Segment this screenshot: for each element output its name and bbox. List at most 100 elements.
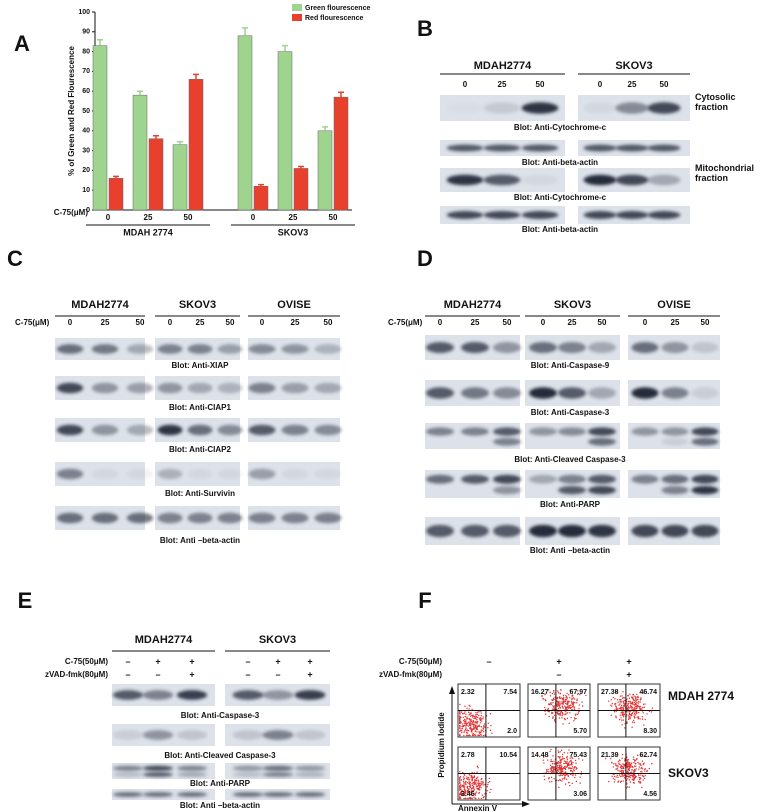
dot [619, 714, 621, 716]
blot-band [661, 524, 689, 538]
dot [643, 777, 646, 779]
dot [476, 728, 478, 731]
dot [463, 774, 465, 776]
dot [478, 786, 480, 789]
dot [469, 705, 471, 708]
blot-band [558, 474, 586, 484]
dot [480, 786, 482, 789]
error-bar [193, 73, 199, 80]
dot [548, 710, 550, 713]
quadrant-value: 16.27 [531, 689, 549, 696]
dot [465, 732, 468, 734]
dot [574, 718, 576, 720]
fraction-label: Cytosolic fraction [695, 92, 736, 113]
blot-band [691, 342, 719, 353]
dot [472, 719, 474, 722]
dot [558, 767, 560, 769]
group-label: SKOV3 [278, 227, 309, 237]
bar [148, 138, 164, 211]
dot [459, 778, 461, 780]
dot [641, 771, 643, 773]
treatment-label: zVAD-fmk(80μM) [379, 670, 442, 679]
dot [474, 723, 476, 726]
dot [627, 694, 629, 697]
dot [549, 768, 551, 770]
treatment-sign: + [626, 669, 631, 679]
blot-band [426, 427, 454, 436]
dot [541, 695, 543, 697]
dot [472, 781, 475, 784]
blot-band [157, 468, 183, 480]
dot [619, 698, 621, 701]
dot [639, 718, 641, 720]
dot [561, 780, 563, 782]
dot [474, 717, 477, 720]
dot [482, 784, 484, 786]
dot [633, 714, 635, 716]
dot [621, 774, 623, 776]
dot [552, 699, 554, 701]
treatment-sign: + [307, 669, 312, 679]
dot [476, 718, 478, 721]
dot [471, 787, 474, 789]
dot [569, 785, 571, 787]
dot [480, 715, 483, 717]
dot [640, 770, 642, 773]
dot [467, 717, 469, 720]
dot [470, 794, 472, 796]
dot [544, 693, 546, 696]
dot [480, 784, 482, 787]
blot-band [661, 342, 689, 353]
dot [471, 782, 473, 785]
blot-band [217, 468, 243, 480]
dot [571, 766, 574, 768]
dot [557, 779, 560, 782]
blot-band [588, 474, 616, 484]
dot [629, 765, 631, 768]
blot-band [583, 174, 617, 186]
dot [459, 712, 461, 715]
dot [566, 701, 569, 703]
dot [480, 726, 483, 728]
blot-band [314, 344, 342, 354]
dot [636, 758, 638, 761]
blot-band [294, 690, 326, 700]
dot [465, 722, 467, 724]
blot-band [187, 382, 213, 394]
dot [459, 703, 461, 706]
dot [568, 705, 570, 707]
dot [627, 769, 629, 771]
dot [543, 778, 546, 781]
dot [569, 712, 571, 714]
dot [560, 712, 562, 714]
dot [556, 705, 559, 707]
dot [480, 718, 482, 721]
dot [464, 791, 467, 793]
dot [545, 769, 548, 771]
dot [623, 767, 625, 770]
dot [635, 697, 637, 699]
dot [459, 785, 461, 787]
dot [571, 763, 573, 766]
dot [570, 770, 572, 772]
dot [478, 711, 480, 713]
dot [616, 768, 619, 770]
dot [466, 787, 469, 790]
blot-band [558, 387, 586, 399]
dot [632, 774, 634, 776]
dot [636, 696, 639, 698]
dot [486, 790, 488, 792]
dot [469, 784, 472, 786]
dot [551, 769, 553, 772]
dot [564, 783, 567, 785]
dot [621, 765, 623, 767]
blot-band [447, 102, 484, 113]
dot [464, 797, 467, 800]
dot [631, 721, 634, 723]
dot [462, 716, 464, 719]
dot [617, 760, 620, 763]
dot [475, 784, 478, 786]
dot [626, 786, 629, 788]
dot [459, 779, 461, 781]
dot [572, 701, 575, 703]
